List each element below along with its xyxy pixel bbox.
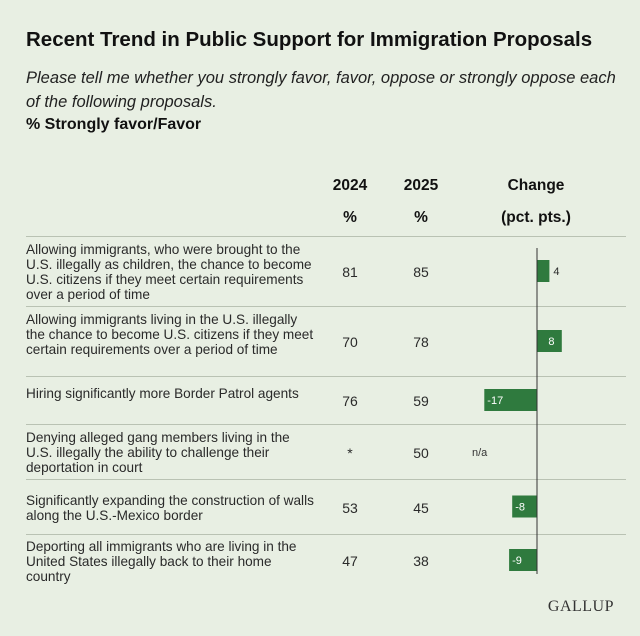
measure-label: % Strongly favor/Favor xyxy=(26,116,202,133)
change-bar xyxy=(537,330,562,352)
value-2025: 38 xyxy=(413,553,429,569)
value-2025: 59 xyxy=(413,393,429,409)
value-2024: 47 xyxy=(342,553,358,569)
column-unit-2025: % xyxy=(414,209,428,226)
table-row: Allowing immigrants, who were brought to… xyxy=(26,236,626,307)
change-data-label: -17 xyxy=(487,395,503,407)
question-text: Please tell me whether you strongly favo… xyxy=(26,69,616,111)
table-row: Allowing immigrants living in the U.S. i… xyxy=(26,306,626,377)
change-bar xyxy=(512,495,537,518)
value-2024: 81 xyxy=(342,264,358,280)
value-2025: 78 xyxy=(413,334,429,350)
change-data-label: -9 xyxy=(512,555,522,567)
table-row: Denying alleged gang members living in t… xyxy=(26,424,626,480)
column-header-2025: 2025 xyxy=(403,177,439,194)
change-bar xyxy=(509,549,537,571)
row-label: Hiring significantly more Border Patrol … xyxy=(26,386,299,401)
row-label: Deporting all immigrants who are living … xyxy=(26,539,297,584)
change-bar xyxy=(537,260,550,282)
chart-title: Recent Trend in Public Support for Immig… xyxy=(26,28,593,51)
value-2024: 76 xyxy=(342,393,358,409)
table-row: Hiring significantly more Border Patrol … xyxy=(26,376,626,425)
change-data-label: 8 xyxy=(548,336,554,348)
column-unit-change: (pct. pts.) xyxy=(501,209,571,226)
change-data-label: -8 xyxy=(515,502,525,514)
value-2025: 50 xyxy=(413,445,429,461)
row-label: Allowing immigrants, who were brought to… xyxy=(26,242,312,302)
table-row: Deporting all immigrants who are living … xyxy=(26,534,626,587)
value-2025: 45 xyxy=(413,500,429,516)
row-label: Significantly expanding the construction… xyxy=(26,493,314,523)
change-na-label: n/a xyxy=(472,447,488,459)
value-2025: 85 xyxy=(413,264,429,280)
column-unit-2024: % xyxy=(343,209,357,226)
row-label: Denying alleged gang members living in t… xyxy=(26,430,290,475)
row-label: Allowing immigrants living in the U.S. i… xyxy=(26,312,314,357)
column-header-change: Change xyxy=(507,177,565,194)
value-2024: 70 xyxy=(342,334,358,350)
table-row: Significantly expanding the construction… xyxy=(26,479,626,535)
gallup-logo: GALLUP xyxy=(547,598,614,615)
change-data-label: 4 xyxy=(553,266,559,278)
value-2024: 53 xyxy=(342,500,358,516)
column-header-2024: 2024 xyxy=(332,177,368,194)
change-bar xyxy=(484,389,537,411)
value-2024: * xyxy=(347,445,353,461)
